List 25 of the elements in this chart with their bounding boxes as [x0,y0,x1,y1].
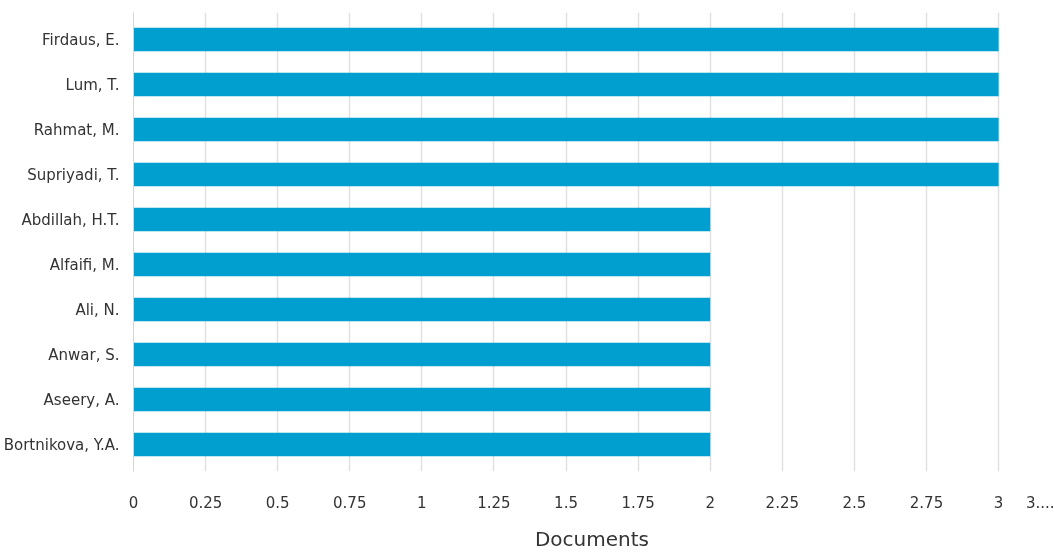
x-tick-label: 3.... [1025,493,1054,512]
y-tick-label: Abdillah, H.T. [21,210,120,229]
y-tick-label: Supriyadi, T. [27,165,120,184]
x-tick-label: 2.25 [765,493,800,512]
x-tick-label: 0.75 [333,493,367,512]
x-axis-title: Documents [534,526,650,551]
x-tick-label: 0 [128,493,139,512]
x-tick-label: 2.5 [842,493,867,512]
x-tick-label: 0.5 [265,493,290,512]
y-tick-label: Rahmat, M. [33,120,120,139]
y-tick-label: Lum, T. [65,75,120,94]
y-tick-label: Bortnikova, Y.A. [3,435,120,454]
x-tick-label: 1 [417,493,427,512]
x-tick-label: 3 [993,493,1004,512]
x-tick-label: 2.75 [909,493,944,512]
x-tick-label: 1.5 [554,493,578,512]
y-tick-label: Alfaifi, M. [49,255,120,274]
y-tick-label: Anwar, S. [48,345,120,364]
x-tick-label: 2 [705,493,715,512]
x-tick-label: 0.25 [188,493,223,512]
y-tick-label: Firdaus, E. [42,30,120,49]
x-tick-label: 1.75 [621,493,655,512]
x-tick-label: 1.25 [477,493,511,512]
y-tick-label: Aseery, A. [43,390,120,409]
y-tick-label: Ali, N. [75,300,120,319]
